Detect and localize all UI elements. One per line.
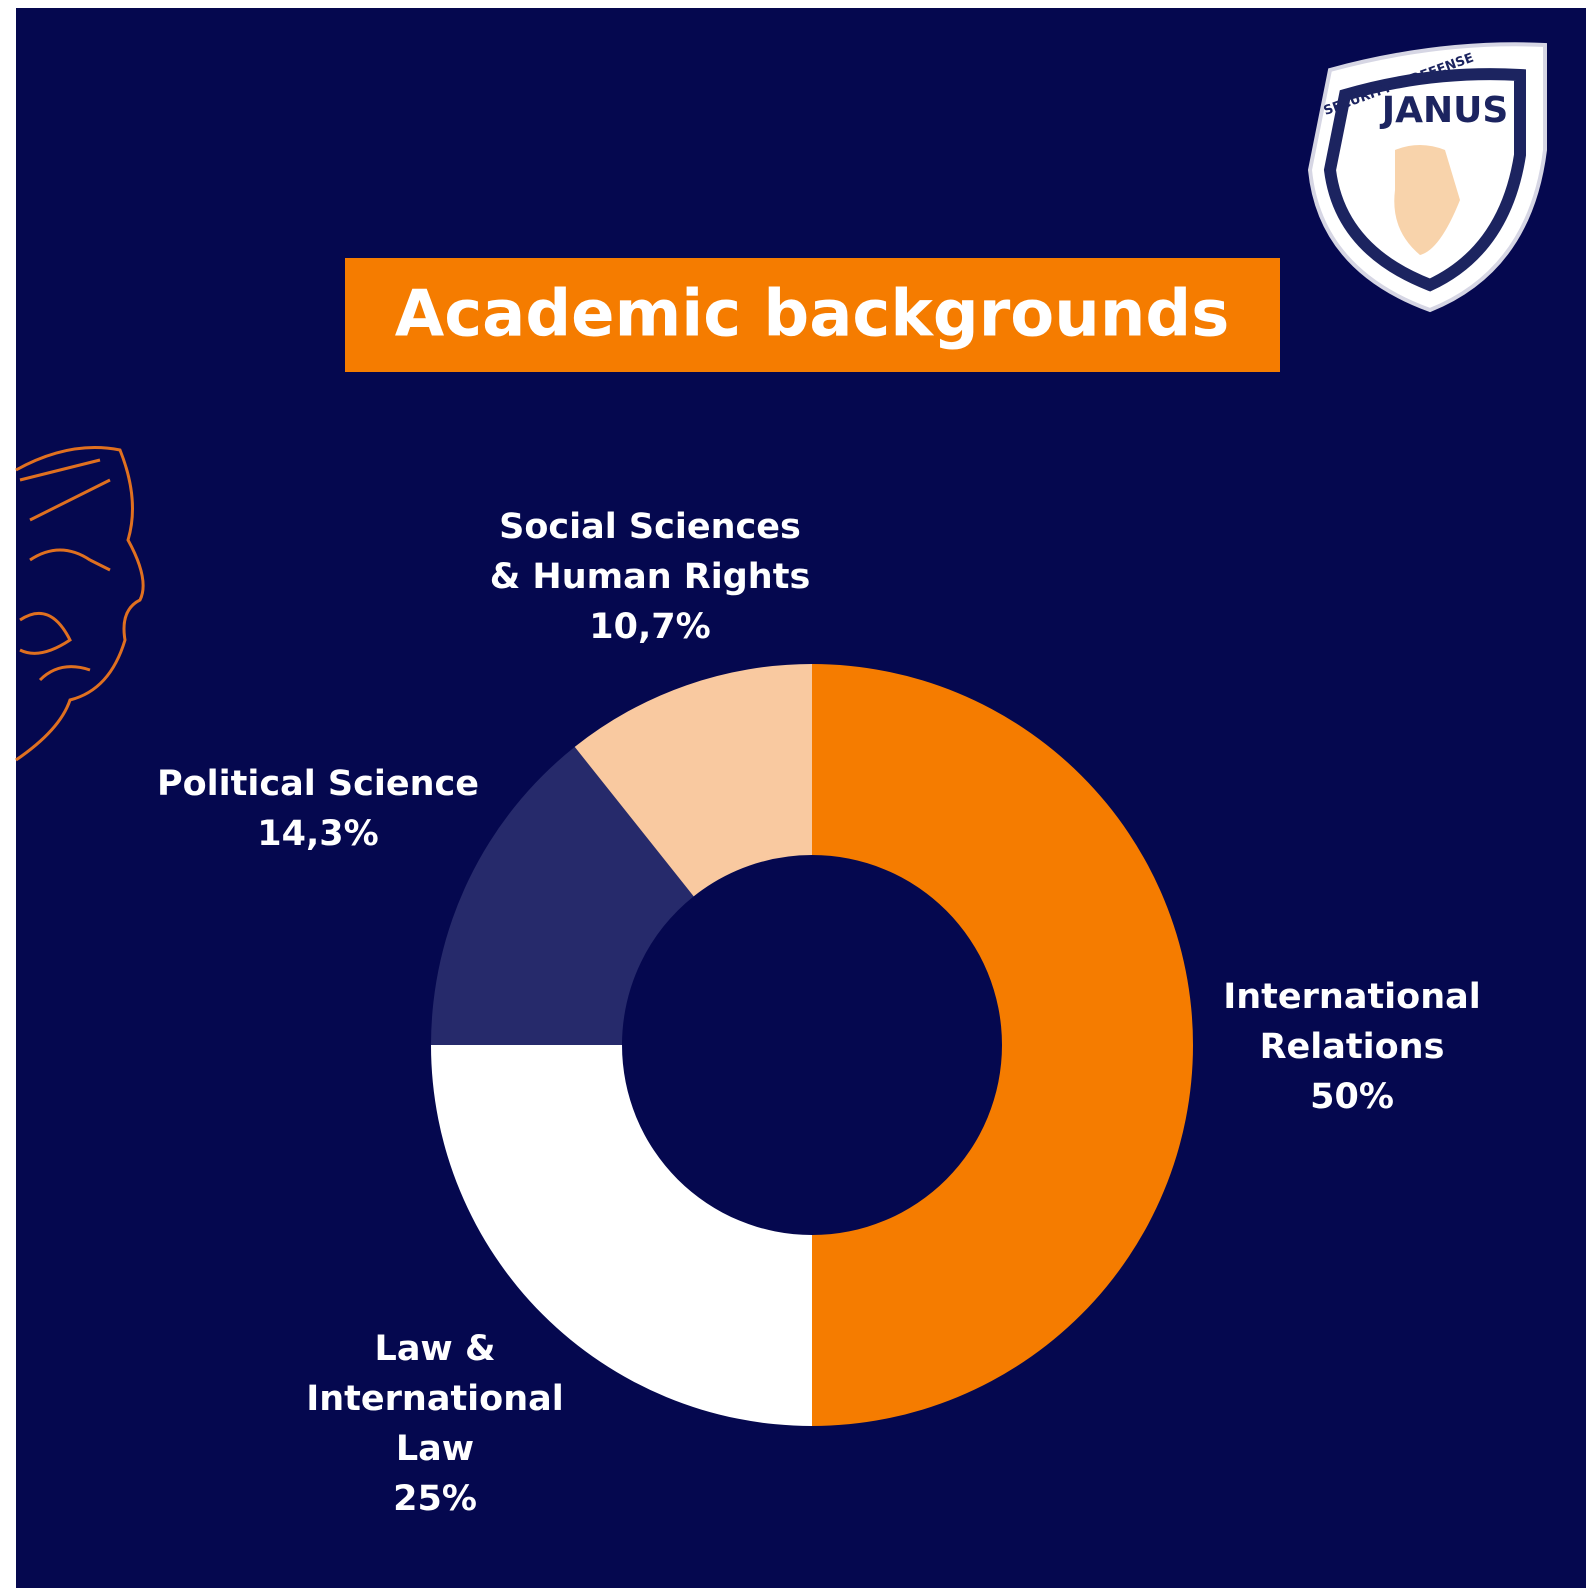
value-label: 50%	[1310, 1077, 1394, 1117]
logo: JANUS SECURITY & DEFENSE	[1307, 42, 1547, 313]
logo-name: JANUS	[1379, 90, 1509, 131]
value-label: 10,7%	[589, 607, 710, 647]
slice-label: International	[306, 1379, 564, 1419]
slice-label: Political Science	[157, 764, 479, 804]
value-label: 14,3%	[257, 814, 378, 854]
slice-label: Social Sciences	[499, 507, 801, 547]
logo-ring	[1323, 68, 1526, 292]
donut-slice	[574, 664, 812, 897]
slice-label: Relations	[1260, 1027, 1445, 1067]
slice-label: Law &	[375, 1329, 496, 1369]
donut-slice	[812, 664, 1193, 1426]
donut-slice	[431, 1045, 812, 1426]
bust-drawing	[15, 446, 145, 762]
slice-label: International	[1223, 977, 1481, 1017]
donut-slice	[431, 746, 694, 1045]
slice-label: Law	[396, 1429, 474, 1469]
chart-title: Academic backgrounds	[395, 278, 1230, 352]
logo-faces	[1394, 145, 1460, 255]
slice-label: & Human Rights	[490, 557, 811, 597]
value-label: 25%	[393, 1479, 477, 1519]
title-box	[345, 258, 1280, 372]
